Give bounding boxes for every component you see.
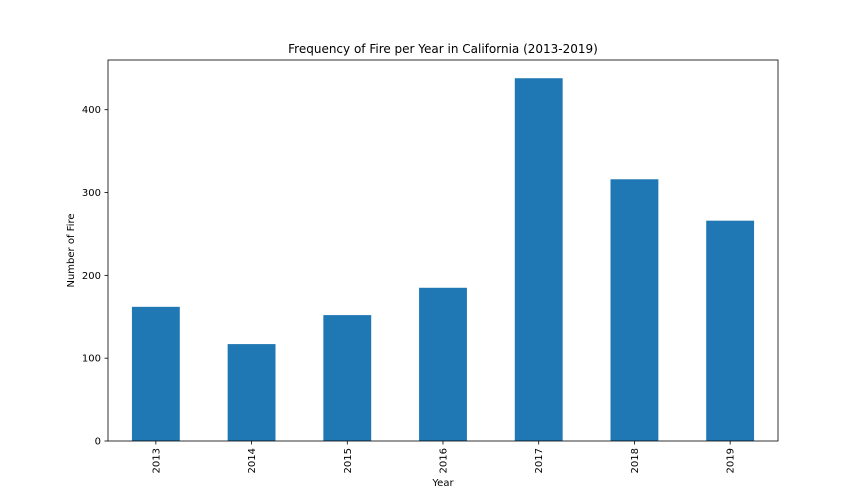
bar-2016 — [419, 287, 467, 441]
y-tick-label: 400 — [82, 105, 101, 116]
x-axis-ticks: 2013 2014 2015 2016 2017 2018 2019 — [151, 441, 737, 473]
x-tick-label: 2019 — [726, 448, 737, 473]
x-axis-label: Year — [431, 478, 454, 489]
x-tick-label: 2018 — [630, 448, 641, 473]
y-tick-label: 0 — [95, 437, 101, 448]
bar-2015 — [323, 315, 372, 441]
plot-frame — [107, 59, 779, 442]
bar-2017 — [514, 78, 563, 441]
bar-2014 — [227, 344, 276, 441]
bar-2018 — [610, 179, 659, 441]
y-tick-label: 200 — [82, 271, 101, 282]
x-tick-label: 2016 — [439, 448, 450, 473]
y-axis-label: Number of Fire — [66, 213, 77, 287]
y-tick-label: 100 — [82, 354, 101, 365]
y-axis-ticks: 0 100 200 300 400 — [82, 105, 108, 448]
bars-group — [131, 78, 755, 441]
x-tick-label: 2014 — [247, 448, 258, 473]
x-tick-label: 2017 — [534, 448, 545, 473]
x-tick-label: 2013 — [151, 448, 162, 473]
chart-title: Frequency of Fire per Year in California… — [288, 42, 598, 56]
y-tick-label: 300 — [82, 188, 101, 199]
x-tick-label: 2015 — [343, 448, 354, 473]
bar-2019 — [706, 220, 755, 441]
bar-2013 — [131, 306, 180, 441]
